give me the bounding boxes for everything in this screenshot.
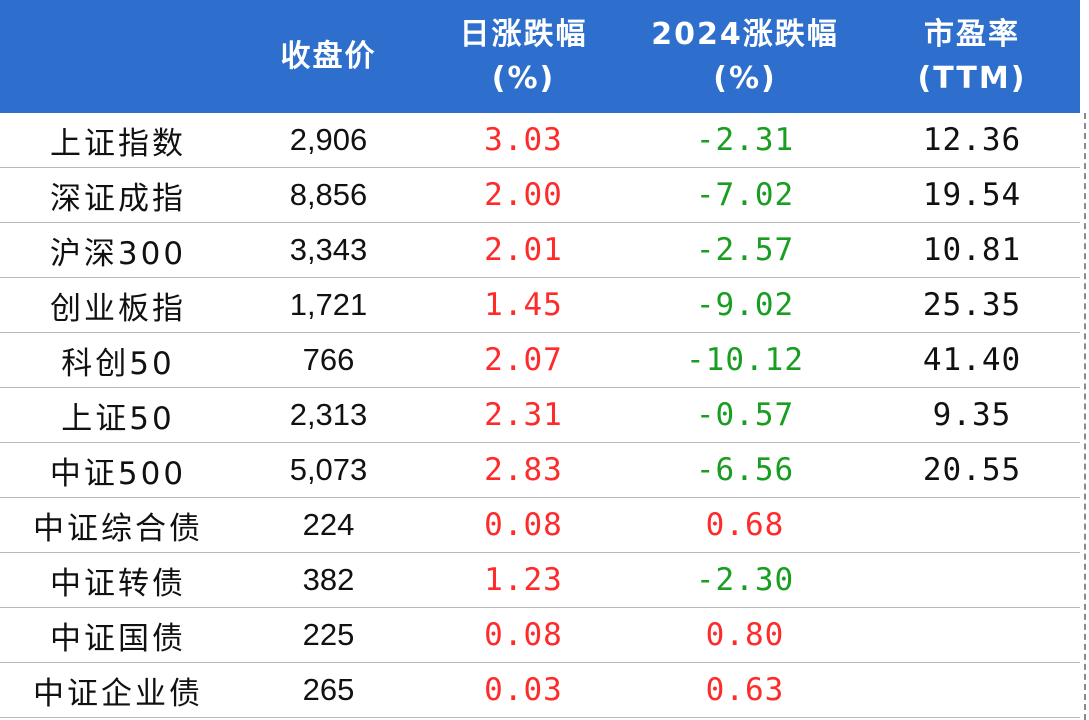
index-name-cell: 中证综合债	[33, 510, 203, 547]
table-body: 上证指数 2,906 3.03 -2.31 12.36 深证成指 8,856 2.00 -7.0…	[0, 113, 1080, 718]
close-price-cell: 2,906	[289, 122, 368, 157]
header-line: 日涨跌幅	[459, 16, 588, 52]
close-price-cell: 382	[302, 562, 355, 597]
table-row: 深证成指 8,856 2.00 -7.02 19.54	[0, 168, 1080, 223]
table-row: 上证50 2,313 2.31 -0.57 9.35	[0, 388, 1080, 443]
close-price-cell: 5,073	[289, 452, 368, 487]
index-name-cell: 中证企业债	[33, 675, 203, 712]
table-row: 上证指数 2,906 3.03 -2.31 12.36	[0, 113, 1080, 168]
pe-ttm-cell: 9.35	[932, 397, 1012, 433]
header-unit: (%)	[713, 60, 777, 96]
table-header: 收盘价 日涨跌幅 (%) 2024涨跌幅 (%) 市盈率 (TTM)	[0, 0, 1080, 113]
header-line: 市盈率	[924, 16, 1020, 52]
table-row: 中证企业债 265 0.03 0.63	[0, 663, 1080, 718]
index-name-cell: 中证500	[49, 455, 187, 492]
index-name-cell: 科创50	[61, 345, 175, 382]
ytd-change-cell: -2.30	[695, 562, 795, 598]
ytd-change-cell: -2.57	[695, 232, 795, 268]
index-name-cell: 深证成指	[50, 180, 186, 217]
table-row: 科创50 766 2.07 -10.12 41.40	[0, 333, 1080, 388]
index-name-cell: 中证国债	[50, 620, 186, 657]
daily-change-cell: 2.83	[484, 452, 563, 488]
ytd-change-cell: 0.63	[705, 672, 785, 708]
close-price-cell: 2,313	[289, 397, 368, 432]
header-unit: (%)	[491, 60, 556, 96]
table-row: 中证国债 225 0.08 0.80	[0, 608, 1080, 663]
pe-ttm-cell: 25.35	[922, 287, 1022, 323]
pe-ttm-cell	[864, 663, 1080, 717]
daily-change-cell: 1.23	[484, 562, 563, 598]
ytd-change-cell: -6.56	[695, 452, 795, 488]
header-line: 2024涨跌幅	[651, 16, 839, 52]
ytd-change-cell: 0.68	[705, 507, 785, 543]
close-price-cell: 265	[302, 672, 355, 707]
close-price-cell: 225	[302, 617, 355, 652]
header-cell-daily-change: 日涨跌幅 (%)	[421, 0, 626, 113]
ytd-change-cell: -9.02	[695, 287, 795, 323]
table-row: 创业板指 1,721 1.45 -9.02 25.35	[0, 278, 1080, 333]
table-row: 中证转债 382 1.23 -2.30	[0, 553, 1080, 608]
daily-change-cell: 1.45	[484, 287, 563, 323]
daily-change-cell: 2.07	[484, 342, 563, 378]
index-name-cell: 沪深300	[49, 235, 187, 272]
pe-ttm-cell: 12.36	[922, 122, 1022, 158]
pe-ttm-cell	[864, 553, 1080, 607]
header-unit: (TTM)	[917, 60, 1027, 96]
daily-change-cell: 0.08	[484, 617, 563, 653]
daily-change-cell: 2.00	[484, 177, 563, 213]
ytd-change-cell: -0.57	[695, 397, 795, 433]
ytd-change-cell: -10.12	[686, 342, 804, 378]
header-cell-ytd-change: 2024涨跌幅 (%)	[626, 0, 864, 113]
pe-ttm-cell: 20.55	[922, 452, 1022, 488]
header-line: 收盘价	[280, 38, 377, 74]
daily-change-cell: 2.31	[484, 397, 563, 433]
daily-change-cell: 0.08	[484, 507, 563, 543]
daily-change-cell: 3.03	[484, 122, 563, 158]
close-price-cell: 224	[302, 507, 355, 542]
table-row: 中证综合债 224 0.08 0.68	[0, 498, 1080, 553]
ytd-change-cell: -2.31	[695, 122, 795, 158]
header-cell-index-name	[0, 0, 236, 113]
daily-change-cell: 0.03	[484, 672, 563, 708]
dashed-border	[1084, 113, 1086, 720]
close-price-cell: 1,721	[289, 287, 368, 322]
header-cell-close: 收盘价	[236, 0, 421, 113]
close-price-cell: 8,856	[289, 177, 368, 212]
daily-change-cell: 2.01	[484, 232, 563, 268]
table-row: 中证500 5,073 2.83 -6.56 20.55	[0, 443, 1080, 498]
pe-ttm-cell	[864, 608, 1080, 662]
index-name-cell: 上证指数	[50, 125, 186, 162]
index-name-cell: 中证转债	[50, 565, 186, 602]
pe-ttm-cell: 19.54	[922, 177, 1022, 213]
header-cell-pe-ttm: 市盈率 (TTM)	[864, 0, 1080, 113]
close-price-cell: 766	[302, 342, 355, 377]
pe-ttm-cell	[864, 498, 1080, 552]
pe-ttm-cell: 41.40	[922, 342, 1022, 378]
ytd-change-cell: -7.02	[695, 177, 795, 213]
close-price-cell: 3,343	[289, 232, 368, 267]
table-row: 沪深300 3,343 2.01 -2.57 10.81	[0, 223, 1080, 278]
index-name-cell: 创业板指	[50, 290, 186, 327]
pe-ttm-cell: 10.81	[922, 232, 1022, 268]
index-name-cell: 上证50	[61, 400, 175, 437]
ytd-change-cell: 0.80	[705, 617, 785, 653]
